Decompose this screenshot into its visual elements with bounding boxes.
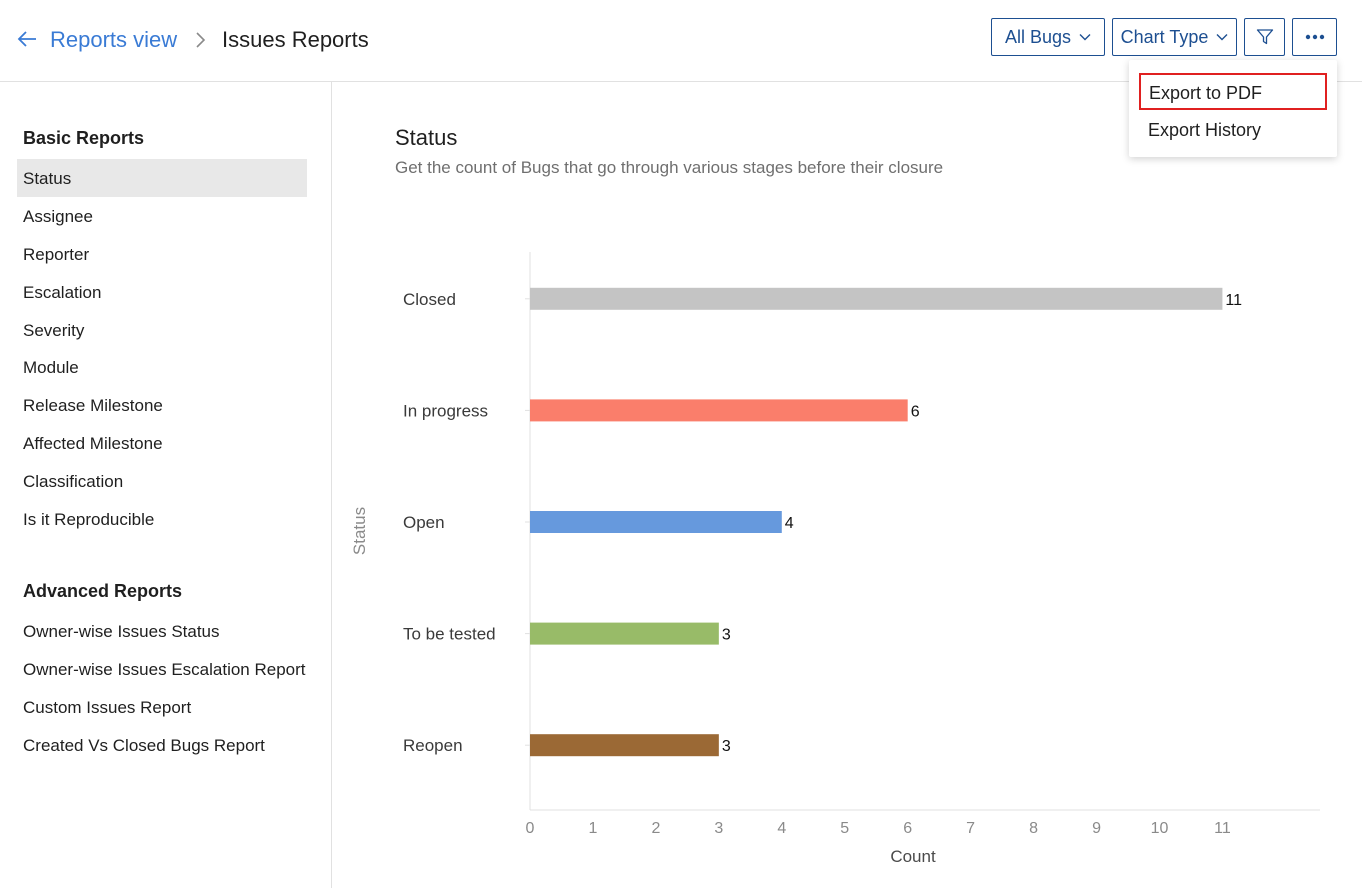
sidebar-item-escalation[interactable]: Escalation (23, 283, 102, 302)
chevron-down-icon (1216, 34, 1228, 41)
data-label: 6 (911, 403, 920, 420)
sidebar-item-owner-wise-issues-status[interactable]: Owner-wise Issues Status (23, 622, 220, 641)
all-bugs-dropdown[interactable]: All Bugs (991, 18, 1105, 56)
chart-type-label: Chart Type (1120, 26, 1209, 47)
export-pdf-menu-item[interactable]: Export to PDF (1139, 73, 1327, 110)
chevron-right-icon (196, 32, 206, 48)
data-label: 11 (1225, 292, 1242, 309)
x-tick-label: 11 (1214, 820, 1231, 837)
breadcrumb-reports-view[interactable]: Reports view (50, 27, 178, 52)
more-dots-icon (1305, 34, 1324, 40)
sidebar-item-owner-wise-escalation-report[interactable]: Owner-wise Issues Escalation Report (23, 660, 306, 679)
more-options-button[interactable] (1292, 18, 1337, 56)
sidebar-item-affected-milestone[interactable]: Affected Milestone (23, 434, 163, 453)
report-title: Status (395, 125, 458, 150)
sidebar-item-assignee[interactable]: Assignee (23, 207, 93, 226)
sidebar-item-reporter[interactable]: Reporter (23, 245, 90, 264)
data-label: 3 (722, 627, 731, 644)
bar-to-be-tested (530, 622, 719, 645)
x-tick-label: 9 (1092, 820, 1101, 837)
y-tick-label: Closed (403, 290, 456, 309)
data-label: 4 (785, 515, 794, 532)
sidebar-item-severity[interactable]: Severity (23, 321, 85, 340)
bar-in-progress (530, 399, 908, 422)
x-tick-label: 8 (1029, 820, 1038, 837)
chart-type-dropdown[interactable]: Chart Type (1112, 18, 1237, 56)
active-item-highlight (17, 159, 307, 197)
y-axis-title: Status (350, 507, 369, 555)
status-bar-chart: Closed 11 In progress 6 Open 4 To be tested 3 Re… (350, 252, 1320, 866)
sidebar-item-classification[interactable]: Classification (23, 472, 124, 491)
chevron-down-icon (1079, 34, 1091, 41)
x-tick-label: 3 (714, 820, 723, 837)
y-tick-label: In progress (403, 401, 488, 420)
basic-reports-heading: Basic Reports (23, 128, 145, 148)
all-bugs-label: All Bugs (1004, 26, 1072, 47)
page-title: Issues Reports (222, 27, 369, 52)
back-arrow-icon[interactable] (16, 28, 38, 50)
x-tick-label: 2 (651, 820, 660, 837)
top-bar: Reports view Issues Reports All Bugs Cha… (0, 0, 1362, 82)
filter-button[interactable] (1244, 18, 1285, 56)
sidebar-item-is-it-reproducible[interactable]: Is it Reproducible (23, 510, 155, 529)
sidebar-item-release-milestone[interactable]: Release Milestone (23, 396, 163, 415)
bar-reopen (530, 734, 719, 757)
x-tick-label: 1 (588, 820, 597, 837)
y-tick-label: To be tested (403, 625, 496, 644)
x-tick-label: 6 (903, 820, 912, 837)
x-tick-label: 4 (777, 820, 786, 837)
y-tick-label: Open (403, 513, 445, 532)
x-tick-label: 10 (1151, 820, 1169, 837)
data-label: 3 (722, 738, 731, 755)
x-tick-label: 5 (840, 820, 849, 837)
sidebar-item-status[interactable]: Status (23, 169, 72, 188)
sidebar-item-created-vs-closed[interactable]: Created Vs Closed Bugs Report (23, 736, 265, 755)
sidebar-item-custom-issues-report[interactable]: Custom Issues Report (23, 698, 192, 717)
x-tick-label: 7 (966, 820, 975, 837)
x-tick-label: 0 (526, 820, 535, 837)
bar-closed (530, 287, 1223, 310)
more-options-menu: Export to PDF Export History (1129, 60, 1337, 157)
report-description: Get the count of Bugs that go through va… (395, 158, 944, 177)
x-axis-title: Count (890, 847, 936, 866)
sidebar-item-module[interactable]: Module (23, 358, 79, 377)
filter-icon (1256, 29, 1273, 45)
sidebar: Basic Reports Status Assignee Reporter E… (0, 82, 332, 888)
export-history-menu-item[interactable]: Export History (1148, 120, 1262, 140)
bar-open (530, 511, 782, 533)
advanced-reports-heading: Advanced Reports (23, 581, 183, 601)
y-tick-label: Reopen (403, 736, 463, 755)
